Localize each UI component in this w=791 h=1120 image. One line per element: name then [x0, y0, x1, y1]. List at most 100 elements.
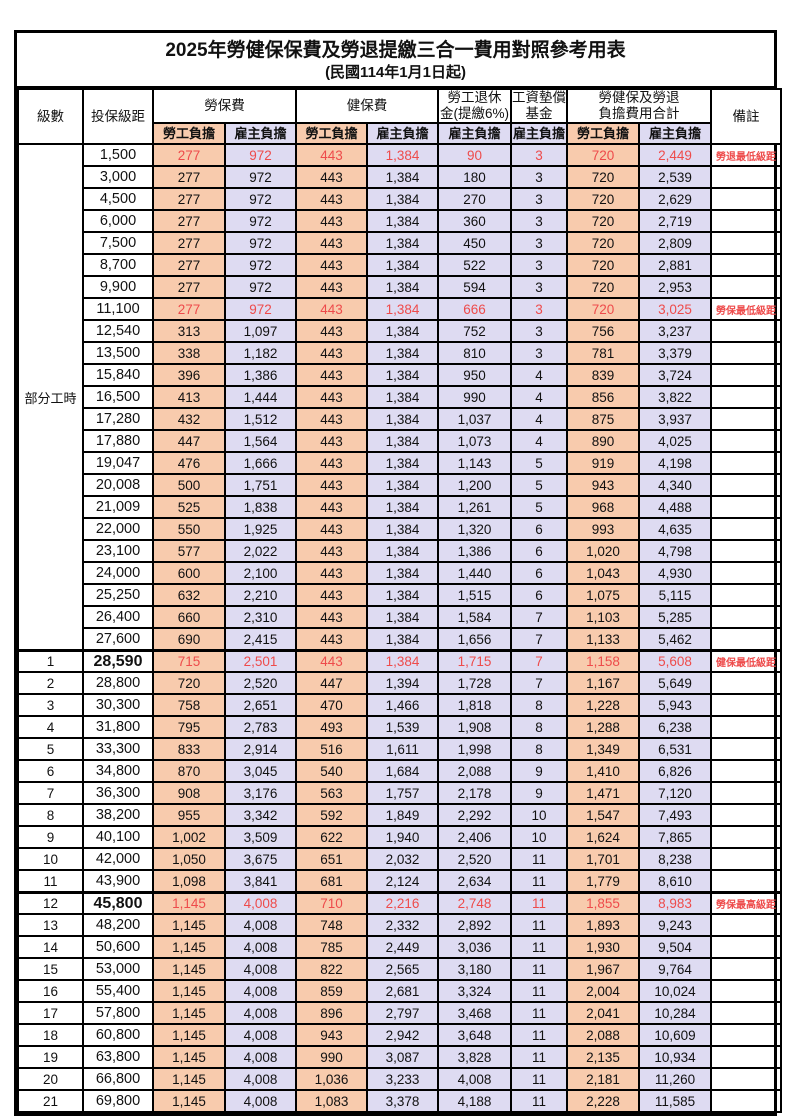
value-cell: 1,200: [437, 473, 512, 498]
value-cell: 1,145: [152, 957, 226, 982]
table-row: 5 33,300 833 2,914 516 1,611 1,998 8 1,349 6,531: [17, 737, 782, 762]
value-cell: 2,032: [366, 847, 439, 872]
value-cell: 3: [510, 319, 568, 344]
table-row: 7,500 277 972 443 1,384 450 3 720 2,809: [18, 231, 782, 256]
table-row: 4 31,800 795 2,783 493 1,539 1,908 8 1,288 6,238: [17, 715, 782, 740]
value-cell: 2,942: [366, 1023, 439, 1048]
remark-cell: [710, 539, 782, 564]
value-cell: 277: [152, 231, 226, 256]
remark-cell: [710, 187, 782, 212]
value-cell: 3,233: [366, 1067, 439, 1092]
value-cell: 432: [152, 407, 226, 432]
value-cell: 1,818: [437, 693, 512, 718]
value-cell: 1,020: [566, 539, 640, 564]
value-cell: 2,228: [566, 1089, 640, 1114]
table-row: 13 48,200 1,145 4,008 748 2,332 2,892 11 1,893 9,…: [17, 913, 782, 938]
value-cell: 1,145: [152, 1089, 226, 1114]
bracket-cell: 38,200: [82, 803, 154, 828]
table-row: 3 30,300 758 2,651 470 1,466 1,818 8 1,228 5,943: [17, 693, 782, 718]
subheader-pension-employer: 雇主負擔: [437, 122, 512, 146]
value-cell: 1,611: [366, 737, 439, 762]
remark-cell: [710, 429, 782, 454]
value-cell: 2,041: [566, 1001, 640, 1026]
table-row: 11,100 277 972 443 1,384 666 3 720 3,025 勞保最低級距: [18, 297, 782, 322]
value-cell: 8,983: [638, 890, 712, 916]
value-cell: 577: [152, 539, 226, 564]
value-cell: 720: [566, 253, 640, 278]
value-cell: 2,681: [366, 979, 439, 1004]
value-cell: 5,943: [638, 693, 712, 718]
value-cell: 1,384: [366, 253, 439, 278]
value-cell: 443: [295, 165, 368, 190]
value-cell: 651: [295, 847, 368, 872]
remark-cell: [710, 165, 782, 190]
value-cell: 550: [152, 517, 226, 542]
remark-cell: [710, 869, 782, 894]
bracket-cell: 45,800: [82, 890, 154, 916]
remark-cell: [710, 671, 782, 696]
table-row: 18 60,800 1,145 4,008 943 2,942 3,648 11 2,088 10…: [17, 1023, 782, 1048]
value-cell: 3,036: [437, 935, 512, 960]
table-row: 24,000 600 2,100 443 1,384 1,440 6 1,043 4,930: [18, 561, 782, 586]
value-cell: 338: [152, 341, 226, 366]
bracket-cell: 30,300: [82, 693, 154, 718]
bracket-cell: 20,008: [82, 473, 154, 498]
table-row: 13,500 338 1,182 443 1,384 810 3 781 3,379: [18, 341, 782, 366]
value-cell: 4,635: [638, 517, 712, 542]
remark-cell: [710, 231, 782, 256]
value-cell: 10: [510, 803, 568, 828]
value-cell: 720: [566, 231, 640, 256]
value-cell: 2,406: [437, 825, 512, 850]
header-wage-fund-line2: 基金: [525, 106, 553, 122]
table-row: 17 57,800 1,145 4,008 896 2,797 3,468 11 2,041 10…: [17, 1001, 782, 1026]
remark-cell: [710, 825, 782, 850]
value-cell: 785: [295, 935, 368, 960]
table-row: 8 38,200 955 3,342 592 1,849 2,292 10 1,547 7,493: [17, 803, 782, 828]
value-cell: 11: [510, 979, 568, 1004]
value-cell: 720: [152, 671, 226, 696]
value-cell: 1,751: [224, 473, 297, 498]
bracket-cell: 48,200: [82, 913, 154, 938]
value-cell: 6,238: [638, 715, 712, 740]
value-cell: 1,384: [366, 143, 439, 168]
premium-reference-table: 級數 投保級距 勞保費 健保費 勞工退休 金(提繳6%) 工資墊償 基金 勞健保…: [17, 88, 782, 1114]
value-cell: 600: [152, 561, 226, 586]
table-row: 3,000 277 972 443 1,384 180 3 720 2,539: [18, 165, 782, 190]
value-cell: 2,501: [224, 648, 297, 674]
value-cell: 2,651: [224, 693, 297, 718]
value-cell: 972: [224, 143, 297, 168]
value-cell: 1,444: [224, 385, 297, 410]
value-cell: 781: [566, 341, 640, 366]
value-cell: 443: [295, 209, 368, 234]
remark-cell: [710, 363, 782, 388]
value-cell: 10,934: [638, 1045, 712, 1070]
value-cell: 2,629: [638, 187, 712, 212]
value-cell: 1,684: [366, 759, 439, 784]
table-title-block: 2025年勞健保保費及勞退提繳三合一費用對照參考用表 (民國114年1月1日起): [17, 33, 774, 89]
value-cell: 715: [152, 648, 226, 674]
value-cell: 1,940: [366, 825, 439, 850]
value-cell: 443: [295, 275, 368, 300]
bracket-cell: 34,800: [82, 759, 154, 784]
value-cell: 3,937: [638, 407, 712, 432]
remark-cell: [710, 913, 782, 938]
header-pension-line1: 勞工退休: [447, 90, 502, 106]
value-cell: 3: [510, 143, 568, 168]
value-cell: 500: [152, 473, 226, 498]
value-cell: 1,384: [366, 451, 439, 476]
bracket-cell: 12,540: [82, 319, 154, 344]
value-cell: 4,008: [224, 1045, 297, 1070]
value-cell: 972: [224, 231, 297, 256]
value-cell: 870: [152, 759, 226, 784]
value-cell: 1,143: [437, 451, 512, 476]
value-cell: 1,384: [366, 429, 439, 454]
value-cell: 1,349: [566, 737, 640, 762]
value-cell: 1,228: [566, 693, 640, 718]
bracket-cell: 57,800: [82, 1001, 154, 1026]
value-cell: 7,493: [638, 803, 712, 828]
value-cell: 7,865: [638, 825, 712, 850]
value-cell: 1,384: [366, 165, 439, 190]
value-cell: 4,198: [638, 451, 712, 476]
value-cell: 443: [295, 648, 368, 674]
value-cell: 1,757: [366, 781, 439, 806]
